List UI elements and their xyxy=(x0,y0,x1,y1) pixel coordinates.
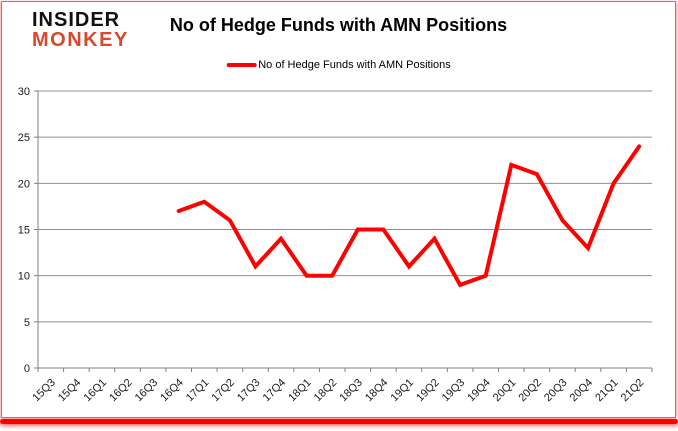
bottom-red-bar xyxy=(0,419,678,424)
x-tick-label: 20Q2 xyxy=(516,377,544,405)
legend-line-swatch-icon xyxy=(226,63,257,67)
logo-monkey-text: MONKEY xyxy=(32,29,129,51)
x-tick-label: 21Q1 xyxy=(593,377,621,405)
y-tick-label: 0 xyxy=(24,363,30,375)
x-tick-label: 20Q1 xyxy=(491,377,519,405)
x-tick-label: 20Q4 xyxy=(568,377,596,405)
y-tick-label: 30 xyxy=(18,86,30,98)
x-tick-label: 19Q3 xyxy=(440,377,468,405)
x-tick-label: 19Q2 xyxy=(414,377,442,405)
x-tick-label: 18Q3 xyxy=(337,377,365,405)
x-tick-label: 15Q3 xyxy=(30,377,58,405)
x-tick-label: 20Q3 xyxy=(542,377,570,405)
x-tick-label: 16Q1 xyxy=(82,377,110,405)
x-tick-label: 18Q4 xyxy=(363,377,391,405)
y-tick-label: 15 xyxy=(18,225,30,237)
x-tick-label: 17Q4 xyxy=(261,377,289,405)
x-tick-label: 16Q3 xyxy=(133,377,161,405)
chart-frame: INSIDER MONKEY No of Hedge Funds with AM… xyxy=(1,1,676,418)
chart-title: No of Hedge Funds with AMN Positions xyxy=(169,15,508,35)
x-tick-label: 19Q1 xyxy=(389,377,417,405)
logo-insider-text: INSIDER xyxy=(32,9,121,31)
y-tick-label: 25 xyxy=(18,132,30,144)
x-tick-label: 15Q4 xyxy=(56,377,84,405)
x-tick-label: 16Q2 xyxy=(107,377,135,405)
x-tick-label: 19Q4 xyxy=(465,377,493,405)
x-tick-label: 16Q4 xyxy=(158,377,186,405)
x-tick-label: 18Q2 xyxy=(312,377,340,405)
y-tick-label: 20 xyxy=(18,178,30,190)
x-tick-label: 18Q1 xyxy=(286,377,314,405)
y-tick-label: 5 xyxy=(24,317,30,329)
chart-legend: No of Hedge Funds with AMN Positions xyxy=(226,59,451,71)
x-tick-label: 17Q1 xyxy=(184,377,212,405)
x-tick-label: 17Q3 xyxy=(235,377,263,405)
x-tick-label: 21Q2 xyxy=(619,377,647,405)
data-line-series xyxy=(176,144,642,288)
y-tick-label: 10 xyxy=(18,271,30,283)
x-tick-label: 17Q2 xyxy=(209,377,237,405)
legend-label: No of Hedge Funds with AMN Positions xyxy=(258,59,451,71)
insider-monkey-logo: INSIDER MONKEY xyxy=(32,10,129,50)
